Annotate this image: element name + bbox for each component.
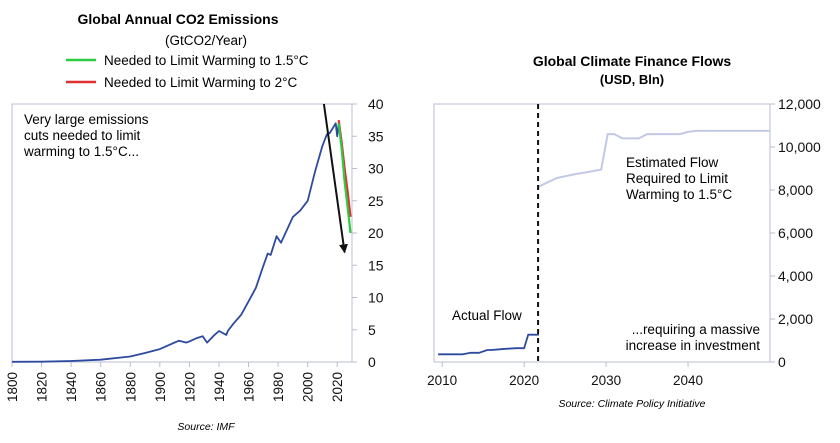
co2-y-tick-label: 10 [368, 290, 384, 306]
estimated-flow-label: Estimated Flow Required to Limit Warming… [626, 155, 732, 202]
estimated-label-line-3: Warming to 1.5°C [626, 187, 732, 202]
finance-y-axis: 0 2,000 4,000 6,000 8,000 10,000 12,000 [770, 96, 821, 370]
co2-x-tick-label: 1800 [5, 372, 20, 402]
co2-x-axis: 1800 1820 1840 1860 1880 1900 1920 1940 1960 1980… [5, 362, 345, 402]
co2-y-tick-label: 5 [368, 322, 376, 338]
finance-x-tick-label: 2040 [673, 373, 703, 388]
investment-note-line-2: increase in investment [626, 338, 761, 353]
actual-flow-line [438, 333, 539, 356]
co2-x-tick-label: 1820 [35, 372, 50, 402]
co2-x-tick-label: 1960 [242, 372, 257, 402]
co2-x-tick-label: 2000 [301, 372, 316, 402]
annotation-line-2: cuts needed to limit [24, 128, 141, 143]
co2-x-tick-label: 1840 [64, 372, 79, 402]
co2-y-tick-label: 20 [368, 225, 384, 241]
co2-chart-subtitle: (GtCO2/Year) [165, 33, 247, 48]
annotation-line-3: warming to 1.5°C... [23, 144, 139, 159]
legend-label-2c: Needed to Limit Warming to 2°C [104, 75, 297, 90]
finance-x-tick-label: 2030 [591, 373, 621, 388]
co2-legend: Needed to Limit Warming to 1.5°C Needed … [66, 53, 309, 90]
co2-x-tick-label: 1920 [182, 372, 197, 402]
estimated-flow-line [537, 129, 770, 188]
finance-x-tick-label: 2020 [509, 373, 539, 388]
legend-label-1-5c: Needed to Limit Warming to 1.5°C [104, 53, 309, 68]
co2-historical-line [11, 122, 340, 363]
co2-y-tick-label: 25 [368, 193, 384, 209]
actual-flow-label: Actual Flow [452, 308, 522, 323]
co2-y-tick-label: 40 [368, 96, 384, 112]
co2-chart-title: Global Annual CO2 Emissions [78, 11, 279, 27]
co2-source: Source: IMF [177, 421, 235, 433]
finance-source: Source: Climate Policy Initiative [558, 398, 705, 410]
finance-x-tick-label: 2010 [427, 373, 457, 388]
co2-y-tick-label: 30 [368, 161, 384, 177]
finance-y-tick-label: 2,000 [778, 311, 813, 327]
co2-x-tick-label: 1980 [271, 372, 286, 402]
co2-x-tick-label: 1940 [212, 372, 227, 402]
co2-annotation: Very large emissions cuts needed to limi… [23, 112, 149, 159]
co2-y-tick-label: 0 [368, 354, 376, 370]
investment-note-line-1: ...requiring a massive [632, 322, 760, 337]
emissions-cut-arrow [322, 103, 348, 254]
estimated-label-line-2: Required to Limit [626, 171, 728, 186]
co2-chart: Global Annual CO2 Emissions (GtCO2/Year)… [5, 11, 384, 433]
finance-y-tick-label: 6,000 [778, 225, 813, 241]
co2-x-tick-label: 1880 [123, 372, 138, 402]
co2-y-axis: 0 5 10 15 20 25 30 35 40 [352, 96, 384, 370]
co2-x-tick-label: 1860 [94, 372, 109, 402]
finance-y-tick-label: 12,000 [778, 96, 821, 112]
co2-y-tick-label: 35 [368, 128, 384, 144]
co2-y-tick-label: 15 [368, 257, 384, 273]
annotation-line-1: Very large emissions [24, 112, 149, 127]
finance-y-tick-label: 4,000 [778, 268, 813, 284]
co2-x-tick-label: 2020 [330, 372, 345, 402]
co2-1-5c-pathway-line [337, 123, 352, 234]
investment-note: ...requiring a massive increase in inves… [626, 322, 761, 353]
finance-chart-subtitle: (USD, Bln) [600, 72, 664, 87]
finance-x-axis: 2010 2020 2030 2040 [427, 362, 703, 388]
finance-y-tick-label: 8,000 [778, 182, 813, 198]
co2-x-tick-label: 1900 [153, 372, 168, 402]
estimated-label-line-1: Estimated Flow [626, 155, 719, 170]
finance-y-tick-label: 10,000 [778, 139, 821, 155]
finance-chart-title: Global Climate Finance Flows [533, 53, 732, 69]
finance-y-tick-label: 0 [778, 354, 786, 370]
finance-chart: Global Climate Finance Flows (USD, Bln) … [427, 53, 821, 410]
